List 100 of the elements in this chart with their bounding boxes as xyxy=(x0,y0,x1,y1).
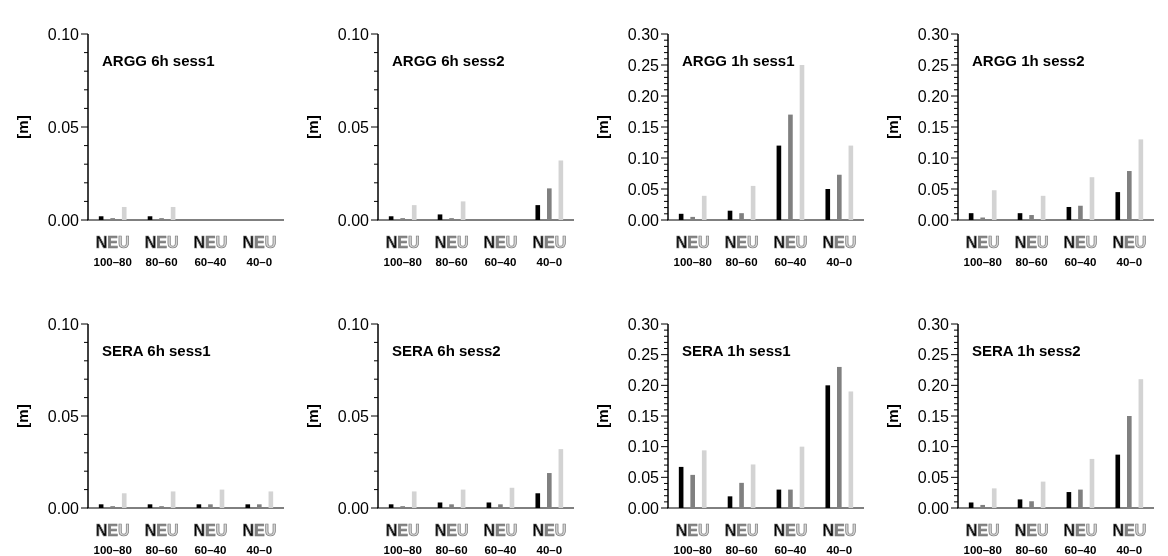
text: N xyxy=(193,522,206,539)
y-axis-title: [m] xyxy=(304,404,321,428)
text: E xyxy=(543,234,555,251)
bar xyxy=(547,473,552,508)
x-tick-label: 100–80 xyxy=(963,544,1002,556)
y-tick-label: 0.00 xyxy=(627,499,660,517)
x-tick-label: 100–80 xyxy=(673,256,712,268)
y-tick-label: 0.05 xyxy=(337,118,370,136)
text: U xyxy=(1085,522,1098,539)
y-tick-label: 0.05 xyxy=(917,180,950,198)
y-axis-title: [m] xyxy=(14,404,31,428)
bar xyxy=(739,213,744,220)
x-tick-label: 40–0 xyxy=(536,544,563,556)
text: E xyxy=(1123,234,1135,251)
text: E xyxy=(397,522,409,539)
text: U xyxy=(166,234,179,251)
series-label: N xyxy=(1063,522,1076,539)
y-tick-label: 0.10 xyxy=(627,438,660,456)
text: ARGG 1h sess2 xyxy=(972,52,1085,69)
y-axis-title: [m] xyxy=(14,115,31,139)
text: U xyxy=(746,522,759,539)
text: N xyxy=(242,234,254,251)
series-label: U xyxy=(698,234,710,251)
bar xyxy=(837,366,842,508)
y-tick-label: 0.10 xyxy=(47,25,80,43)
bar xyxy=(1029,215,1034,220)
y-tick-label: 0.30 xyxy=(627,25,660,43)
bar xyxy=(991,190,997,220)
text: U xyxy=(1134,522,1147,539)
y-tick-label: 0.20 xyxy=(627,87,660,105)
text: U xyxy=(264,522,277,539)
x-tick-label: 80–60 xyxy=(145,544,178,556)
text: N xyxy=(773,234,786,251)
series-label: N xyxy=(434,234,447,251)
y-tick-label: 0.15 xyxy=(627,407,660,425)
text: N xyxy=(242,522,254,539)
text: SERA 6h sess1 xyxy=(102,342,211,359)
x-tick-label: 100–80 xyxy=(383,256,422,268)
text: U xyxy=(554,522,567,539)
x-tick-label: 60–40 xyxy=(484,256,517,268)
y-tick-label: 0.05 xyxy=(917,468,950,486)
y-tick-label: 0.05 xyxy=(627,468,660,486)
text: ARGG 6h sess2 xyxy=(392,52,505,69)
y-tick-label: 0.20 xyxy=(917,87,950,105)
series-label: U xyxy=(1036,234,1049,251)
bar xyxy=(208,504,213,508)
text: N xyxy=(385,234,398,251)
bar xyxy=(1029,501,1034,508)
y-axis-title: [m] xyxy=(594,404,611,428)
text: E xyxy=(495,522,506,539)
text: U xyxy=(988,234,1000,251)
bar xyxy=(980,217,985,220)
text: U xyxy=(408,522,420,539)
y-tick-label: 0.00 xyxy=(337,211,370,229)
x-tick-label: 100–80 xyxy=(963,256,1002,268)
x-tick-label: 60–40 xyxy=(774,544,807,556)
x-tick-label: 80–60 xyxy=(725,544,758,556)
text: N xyxy=(532,522,544,539)
text: E xyxy=(1075,234,1086,251)
text: E xyxy=(687,234,699,251)
text: U xyxy=(505,522,518,539)
bar xyxy=(701,195,707,220)
y-axis-title: [m] xyxy=(594,115,611,139)
y-tick-label: 0.00 xyxy=(917,499,950,517)
text: E xyxy=(107,522,119,539)
x-tick-label: 100–80 xyxy=(93,544,132,556)
bar xyxy=(739,482,744,508)
x-tick-label: 40–0 xyxy=(246,256,273,268)
text: N xyxy=(144,522,157,539)
text: N xyxy=(1112,522,1124,539)
bar xyxy=(980,504,985,508)
text: N xyxy=(1112,234,1124,251)
bar xyxy=(1127,171,1132,220)
y-tick-label: 0.30 xyxy=(627,315,660,333)
y-tick-label: 0.25 xyxy=(627,56,660,74)
y-tick-label: 0.00 xyxy=(47,211,80,229)
text: N xyxy=(144,234,157,251)
text: E xyxy=(156,522,167,539)
text: U xyxy=(215,522,228,539)
text: E xyxy=(687,522,699,539)
bar xyxy=(411,205,417,220)
bar xyxy=(690,216,695,220)
x-tick-label: 100–80 xyxy=(673,544,712,556)
y-tick-label: 0.05 xyxy=(337,407,370,425)
series-label: N xyxy=(95,522,108,539)
x-tick-label: 40–0 xyxy=(826,256,853,268)
series-label: U xyxy=(1036,522,1049,539)
x-tick-label: 40–0 xyxy=(826,544,853,556)
series-label: N xyxy=(95,234,108,251)
bar xyxy=(547,188,552,220)
x-tick-label: 40–0 xyxy=(246,544,273,556)
x-tick-label: 100–80 xyxy=(383,544,422,556)
x-tick-label: 60–40 xyxy=(774,256,807,268)
bar xyxy=(1078,489,1083,508)
bar xyxy=(498,504,503,508)
text: N xyxy=(193,234,206,251)
text: U xyxy=(408,234,420,251)
y-tick-label: 0.00 xyxy=(917,211,950,229)
y-tick-label: 0.05 xyxy=(627,180,660,198)
series-label: E xyxy=(736,522,748,539)
